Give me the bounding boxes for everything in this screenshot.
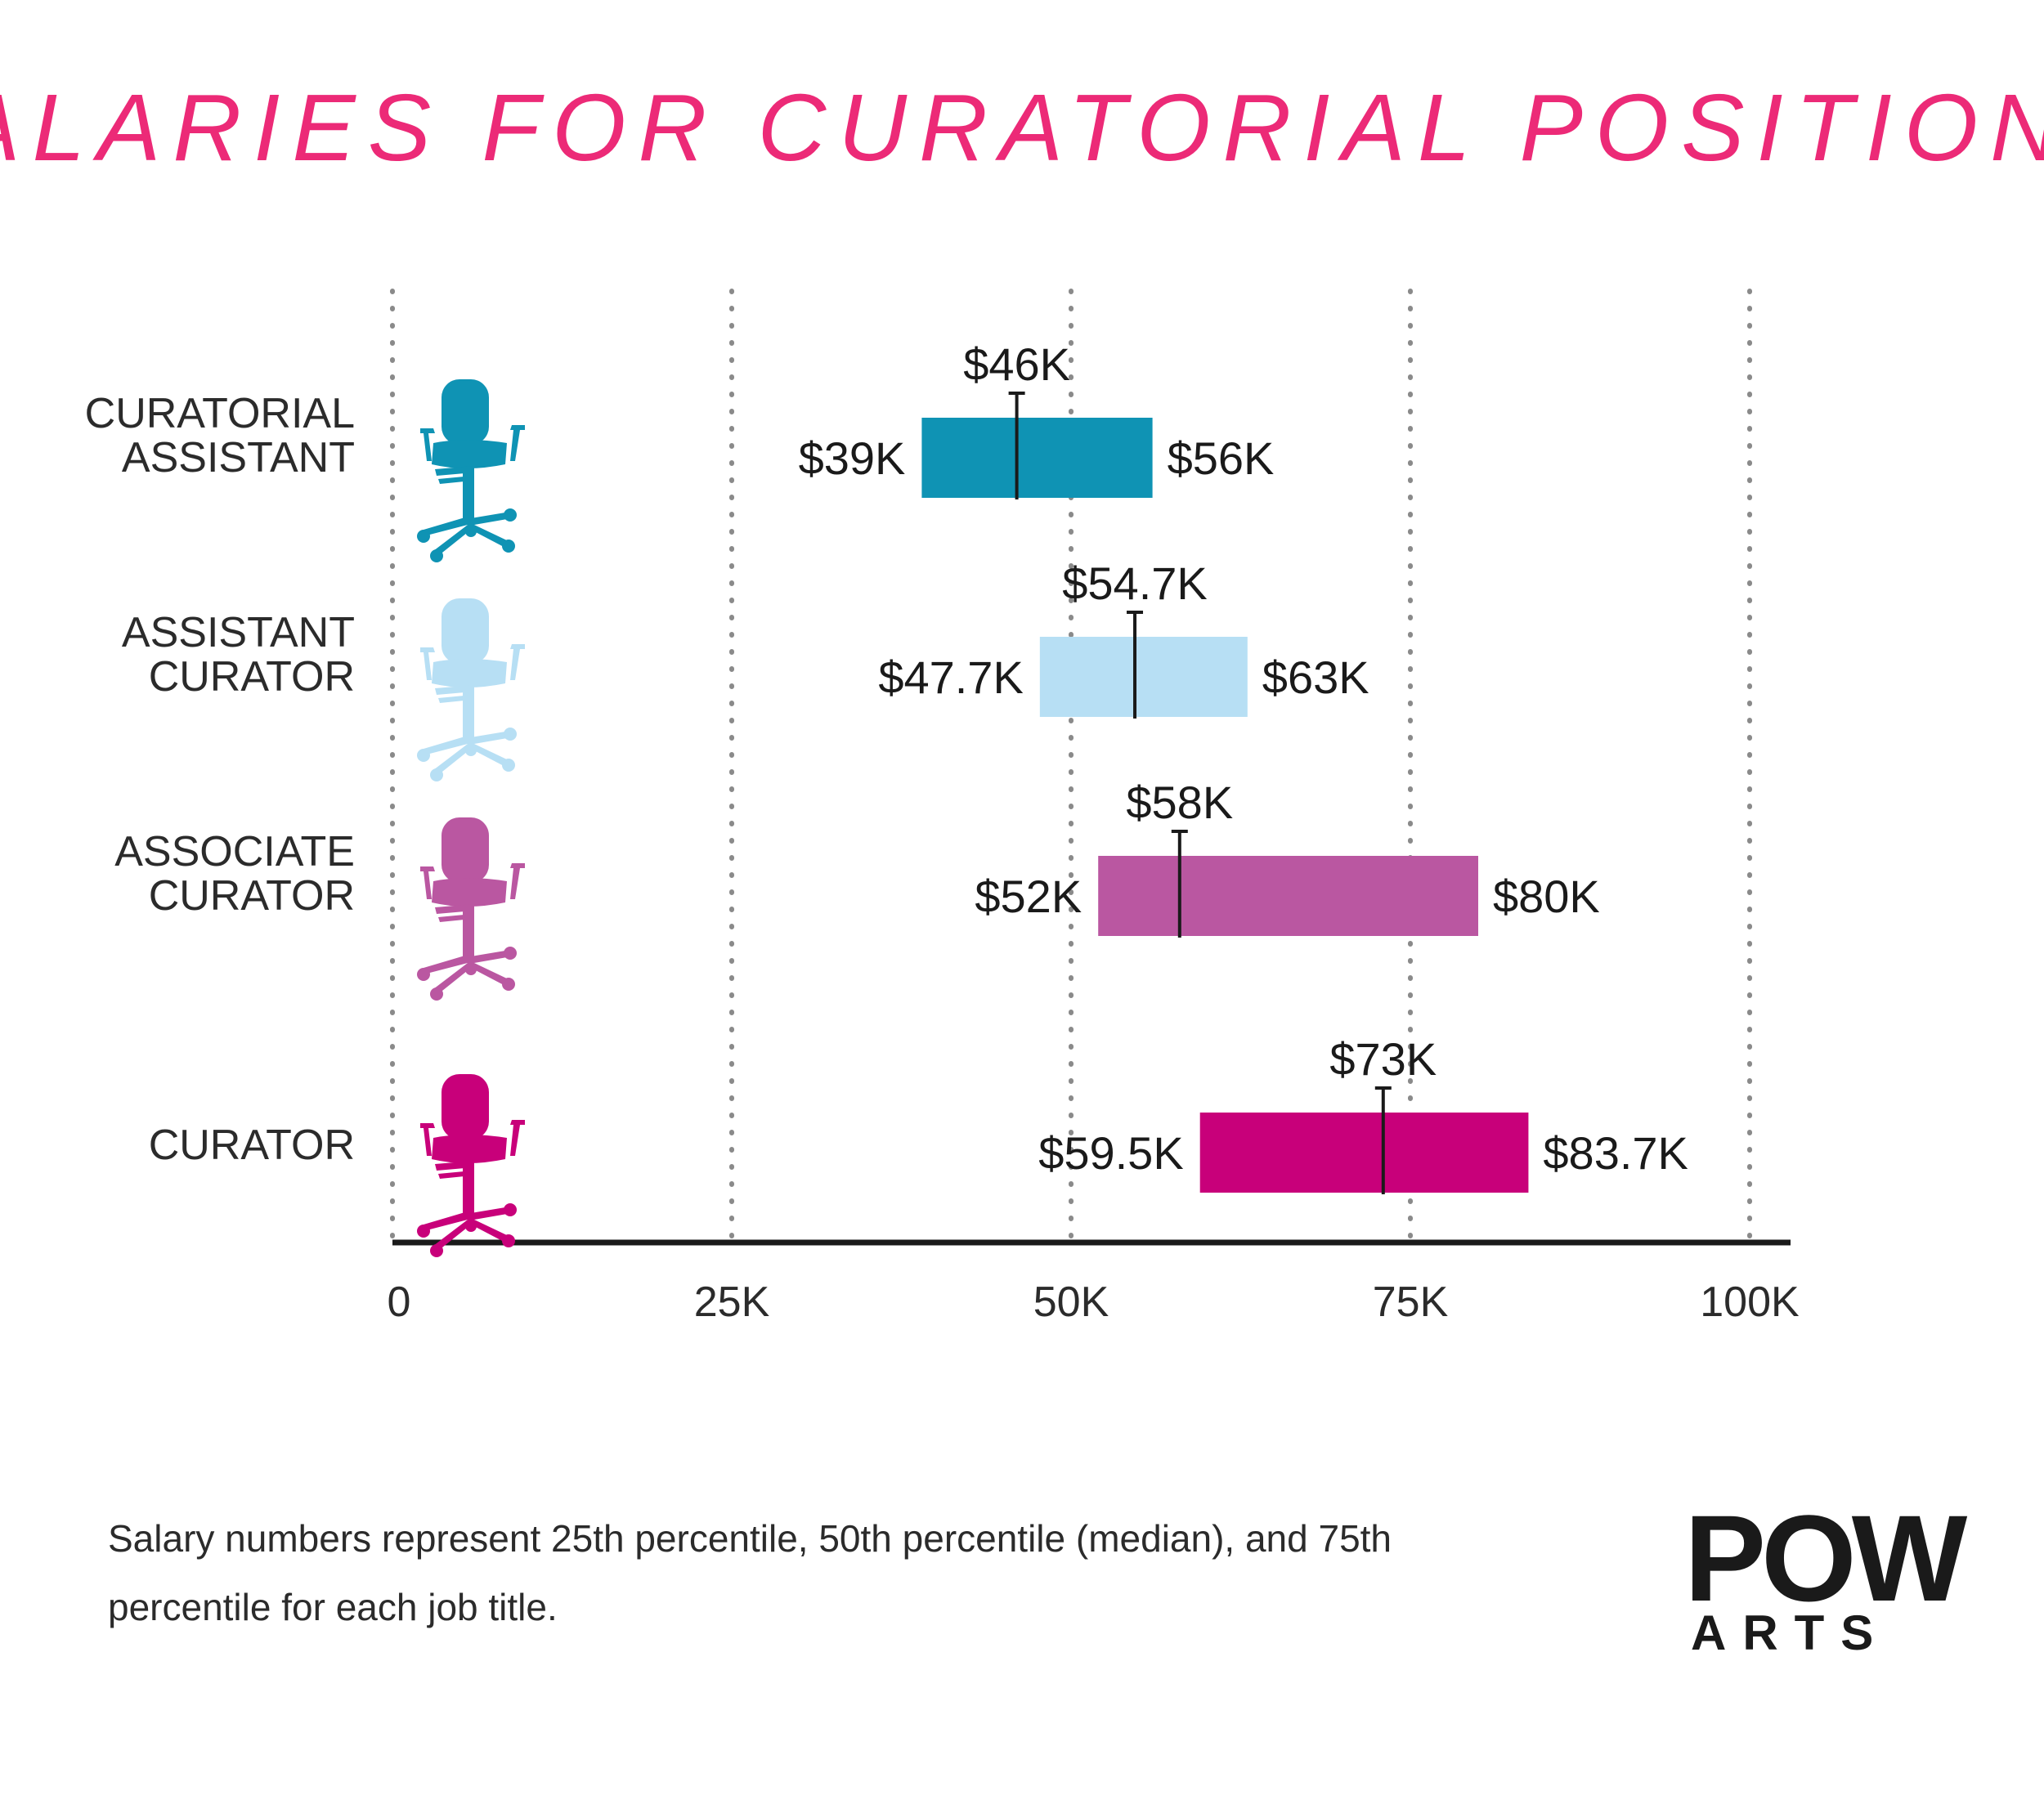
salary-bar <box>1039 637 1248 717</box>
bars: $39K $56K $46K $47.7K $63K $54.7K $52K $80K $58K… <box>799 338 1688 1194</box>
office-chair-icon <box>417 1074 525 1257</box>
category-row: $39K $56K $46K <box>799 338 1275 499</box>
p75-label: $63K <box>1262 652 1369 703</box>
logo-sub-text: ARTS <box>1691 1605 1889 1660</box>
x-tick-label: 50K <box>1033 1278 1109 1326</box>
x-tick-label: 25K <box>694 1278 770 1326</box>
x-tick-label: 0 <box>388 1278 411 1326</box>
x-tick-label: 100K <box>1700 1278 1800 1326</box>
office-chair-icon <box>417 379 525 562</box>
category-labels: CURATORIALASSISTANTASSISTANTCURATORASSOC… <box>85 379 525 1257</box>
median-label: $46K <box>963 338 1070 390</box>
category-label: ASSOCIATE <box>114 828 355 875</box>
salary-bar <box>1098 856 1478 936</box>
median-label: $58K <box>1126 777 1233 828</box>
median-label: $54.7K <box>1062 557 1208 609</box>
category-row: $52K $80K $58K <box>975 777 1600 938</box>
category-label: ASSISTANT <box>122 434 355 481</box>
office-chair-icon <box>417 598 525 781</box>
category-row: $59.5K $83.7K $73K <box>1038 1033 1688 1194</box>
category-label: CURATORIAL <box>85 390 355 437</box>
p25-label: $52K <box>975 871 1082 922</box>
x-axis: 0 25K 50K 75K 100K <box>388 1239 1800 1326</box>
category-label: CURATOR <box>149 1122 355 1169</box>
p25-label: $59.5K <box>1038 1127 1184 1179</box>
category-label: CURATOR <box>149 653 355 701</box>
chart-title: SALARIES FOR CURATORIAL POSITIONS <box>0 74 2044 181</box>
p75-label: $56K <box>1168 432 1275 484</box>
p25-label: $39K <box>799 432 906 484</box>
salary-bar <box>921 418 1153 498</box>
p75-label: $83.7K <box>1543 1127 1688 1179</box>
category-label: ASSISTANT <box>122 609 355 656</box>
pow-arts-logo: POW ARTS <box>1684 1489 1973 1660</box>
x-tick-label: 75K <box>1373 1278 1449 1326</box>
p25-label: $47.7K <box>878 652 1024 703</box>
footnote-line-1: Salary numbers represent 25th percentile… <box>108 1517 1392 1560</box>
p75-label: $80K <box>1493 871 1600 922</box>
logo-main-text: POW <box>1684 1489 1968 1627</box>
office-chair-icon <box>417 817 525 1001</box>
category-row: $47.7K $63K $54.7K <box>878 557 1369 719</box>
category-label: CURATOR <box>149 872 355 920</box>
median-label: $73K <box>1329 1033 1437 1085</box>
footnote-line-2: percentile for each job title. <box>108 1586 558 1628</box>
salary-bar <box>1199 1113 1529 1193</box>
